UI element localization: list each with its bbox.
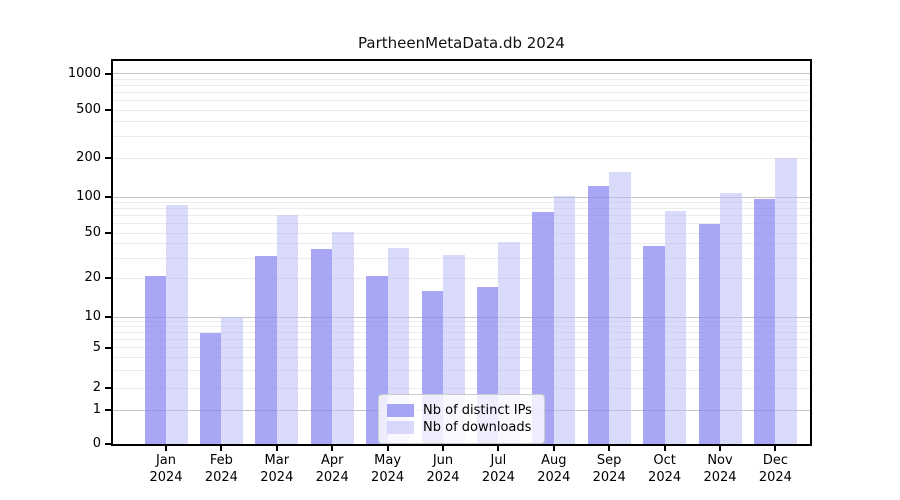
y-tick-label-10: 10 bbox=[84, 308, 101, 324]
x-tick-label-aug: Aug 2024 bbox=[537, 453, 571, 485]
legend-swatch-distinct-ips bbox=[387, 404, 414, 417]
gridline-major-100 bbox=[113, 196, 810, 198]
legend-item-distinct-ips: Nb of distinct IPs bbox=[387, 403, 532, 418]
bar-downloads-sep bbox=[609, 172, 631, 444]
y-tick-label-20: 20 bbox=[84, 270, 101, 285]
gridline-minor-90 bbox=[113, 201, 810, 203]
gridline-minor-300 bbox=[113, 136, 810, 138]
x-tick-label-jul: Jul 2024 bbox=[481, 453, 515, 485]
gridline-minor-800 bbox=[113, 85, 810, 87]
x-tick-mark-dec bbox=[774, 446, 777, 451]
bar-distinct-ips-sep bbox=[587, 185, 610, 444]
x-tick-mark-jun bbox=[442, 446, 444, 451]
gridline-minor-50 bbox=[113, 232, 810, 234]
y-tick-mark-10 bbox=[105, 315, 111, 318]
bar-downloads-apr bbox=[332, 231, 354, 444]
bar-downloads-jul bbox=[498, 241, 520, 444]
x-tick-mark-mar bbox=[275, 446, 278, 451]
gridline-minor-70 bbox=[113, 215, 810, 217]
bar-downloads-feb bbox=[221, 317, 243, 444]
legend-label-distinct-ips: Nb of distinct IPs bbox=[423, 403, 532, 418]
y-tick-mark-50 bbox=[105, 232, 111, 234]
x-tick-label-jan: Jan 2024 bbox=[149, 453, 183, 485]
x-tick-mark-jul bbox=[497, 446, 500, 451]
x-tick-mark-nov bbox=[719, 446, 721, 451]
bar-distinct-ips-aug bbox=[532, 211, 554, 444]
bar-distinct-ips-oct bbox=[643, 246, 665, 444]
x-tick-label-jun: Jun 2024 bbox=[426, 453, 460, 485]
bar-distinct-ips-apr bbox=[310, 249, 333, 444]
y-tick-label-1: 1 bbox=[92, 401, 101, 417]
x-tick-label-dec: Dec 2024 bbox=[758, 453, 792, 485]
y-tick-mark-5 bbox=[105, 346, 111, 349]
x-tick-mark-jan bbox=[165, 446, 167, 451]
x-tick-label-apr: Apr 2024 bbox=[315, 453, 349, 485]
x-tick-mark-feb bbox=[220, 446, 223, 451]
y-tick-mark-200 bbox=[105, 157, 111, 159]
y-tick-mark-1 bbox=[105, 408, 111, 411]
gridline-minor-700 bbox=[113, 92, 810, 94]
gridline-major-1000 bbox=[113, 73, 810, 75]
bar-downloads-jan bbox=[166, 205, 188, 444]
gridline-minor-500 bbox=[113, 109, 810, 111]
gridline-minor-80 bbox=[113, 208, 810, 210]
bar-downloads-dec bbox=[775, 158, 797, 444]
x-tick-mark-oct bbox=[663, 446, 666, 451]
y-tick-label-100: 100 bbox=[76, 189, 101, 204]
gridline-minor-60 bbox=[113, 223, 810, 225]
gridline-minor-400 bbox=[113, 121, 810, 123]
bar-distinct-ips-mar bbox=[255, 256, 277, 444]
legend-label-downloads: Nb of downloads bbox=[423, 420, 532, 435]
gridline-minor-40 bbox=[113, 243, 810, 245]
bar-distinct-ips-feb bbox=[199, 332, 222, 444]
x-tick-label-nov: Nov 2024 bbox=[703, 453, 737, 485]
gridline-minor-900 bbox=[113, 78, 810, 80]
x-tick-label-mar: Mar 2024 bbox=[260, 453, 294, 485]
bar-distinct-ips-nov bbox=[698, 223, 720, 444]
x-tick-mark-apr bbox=[331, 446, 334, 451]
y-tick-label-200: 200 bbox=[76, 150, 101, 165]
x-tick-label-oct: Oct 2024 bbox=[648, 453, 682, 485]
chart-title: PartheenMetaData.db 2024 bbox=[358, 34, 565, 52]
y-tick-mark-0 bbox=[105, 443, 111, 445]
y-tick-label-50: 50 bbox=[84, 225, 101, 240]
bar-downloads-nov bbox=[720, 193, 742, 444]
bar-downloads-aug bbox=[553, 195, 576, 444]
x-tick-mark-may bbox=[386, 446, 389, 451]
x-tick-label-feb: Feb 2024 bbox=[204, 453, 238, 485]
y-tick-label-1000: 1000 bbox=[67, 65, 101, 81]
bar-distinct-ips-jan bbox=[144, 275, 166, 444]
y-tick-mark-20 bbox=[105, 277, 111, 279]
y-tick-mark-100 bbox=[105, 196, 111, 198]
y-tick-label-0: 0 bbox=[92, 436, 101, 451]
y-tick-label-5: 5 bbox=[92, 339, 101, 355]
bar-downloads-oct bbox=[664, 211, 687, 444]
plot-area: Nb of distinct IPs Nb of downloads bbox=[111, 59, 812, 446]
gridline-minor-600 bbox=[113, 100, 810, 102]
x-tick-label-may: May 2024 bbox=[371, 453, 405, 485]
y-tick-mark-500 bbox=[105, 108, 111, 111]
y-tick-label-2: 2 bbox=[92, 380, 101, 395]
y-tick-mark-2 bbox=[105, 387, 111, 389]
x-tick-mark-aug bbox=[552, 446, 555, 451]
legend-item-downloads: Nb of downloads bbox=[387, 420, 532, 435]
x-tick-mark-sep bbox=[608, 446, 611, 451]
y-tick-label-500: 500 bbox=[76, 101, 101, 117]
bar-downloads-mar bbox=[276, 214, 299, 444]
legend: Nb of distinct IPs Nb of downloads bbox=[378, 394, 545, 444]
legend-swatch-downloads bbox=[387, 421, 414, 434]
x-tick-label-sep: Sep 2024 bbox=[592, 453, 626, 485]
bar-distinct-ips-dec bbox=[753, 198, 776, 444]
gridline-minor-200 bbox=[113, 157, 810, 159]
y-tick-mark-1000 bbox=[105, 72, 111, 75]
